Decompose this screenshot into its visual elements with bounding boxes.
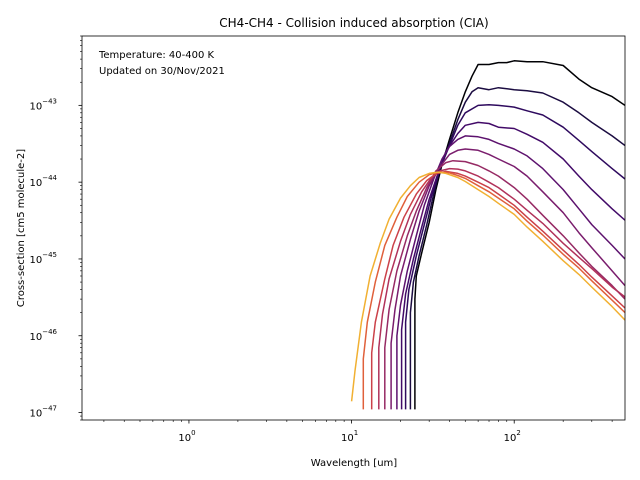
x-axis-label: Wavelength [um] <box>311 458 397 469</box>
series-line-2 <box>409 86 625 410</box>
annotation-temperature: Temperature: 40-400 K <box>98 50 214 61</box>
series-line-7 <box>384 159 625 410</box>
series-line-10 <box>362 171 625 410</box>
series-layer <box>350 60 625 410</box>
series-line-6 <box>390 148 625 410</box>
series-line-4 <box>400 121 625 410</box>
series-line-3 <box>404 103 625 410</box>
annotation-updated: Updated on 30/Nov/2021 <box>99 66 225 77</box>
series-line-11 <box>350 171 625 402</box>
plot-frame <box>81 35 626 421</box>
series-line-1 <box>414 60 625 410</box>
series-line-5 <box>396 135 625 410</box>
chart-title: CH4-CH4 - Collision induced absorption (… <box>219 16 488 30</box>
y-axis-label: Cross-section [cm5 molecule-2] <box>16 149 27 307</box>
series-line-8 <box>378 167 625 410</box>
series-line-9 <box>370 170 625 410</box>
